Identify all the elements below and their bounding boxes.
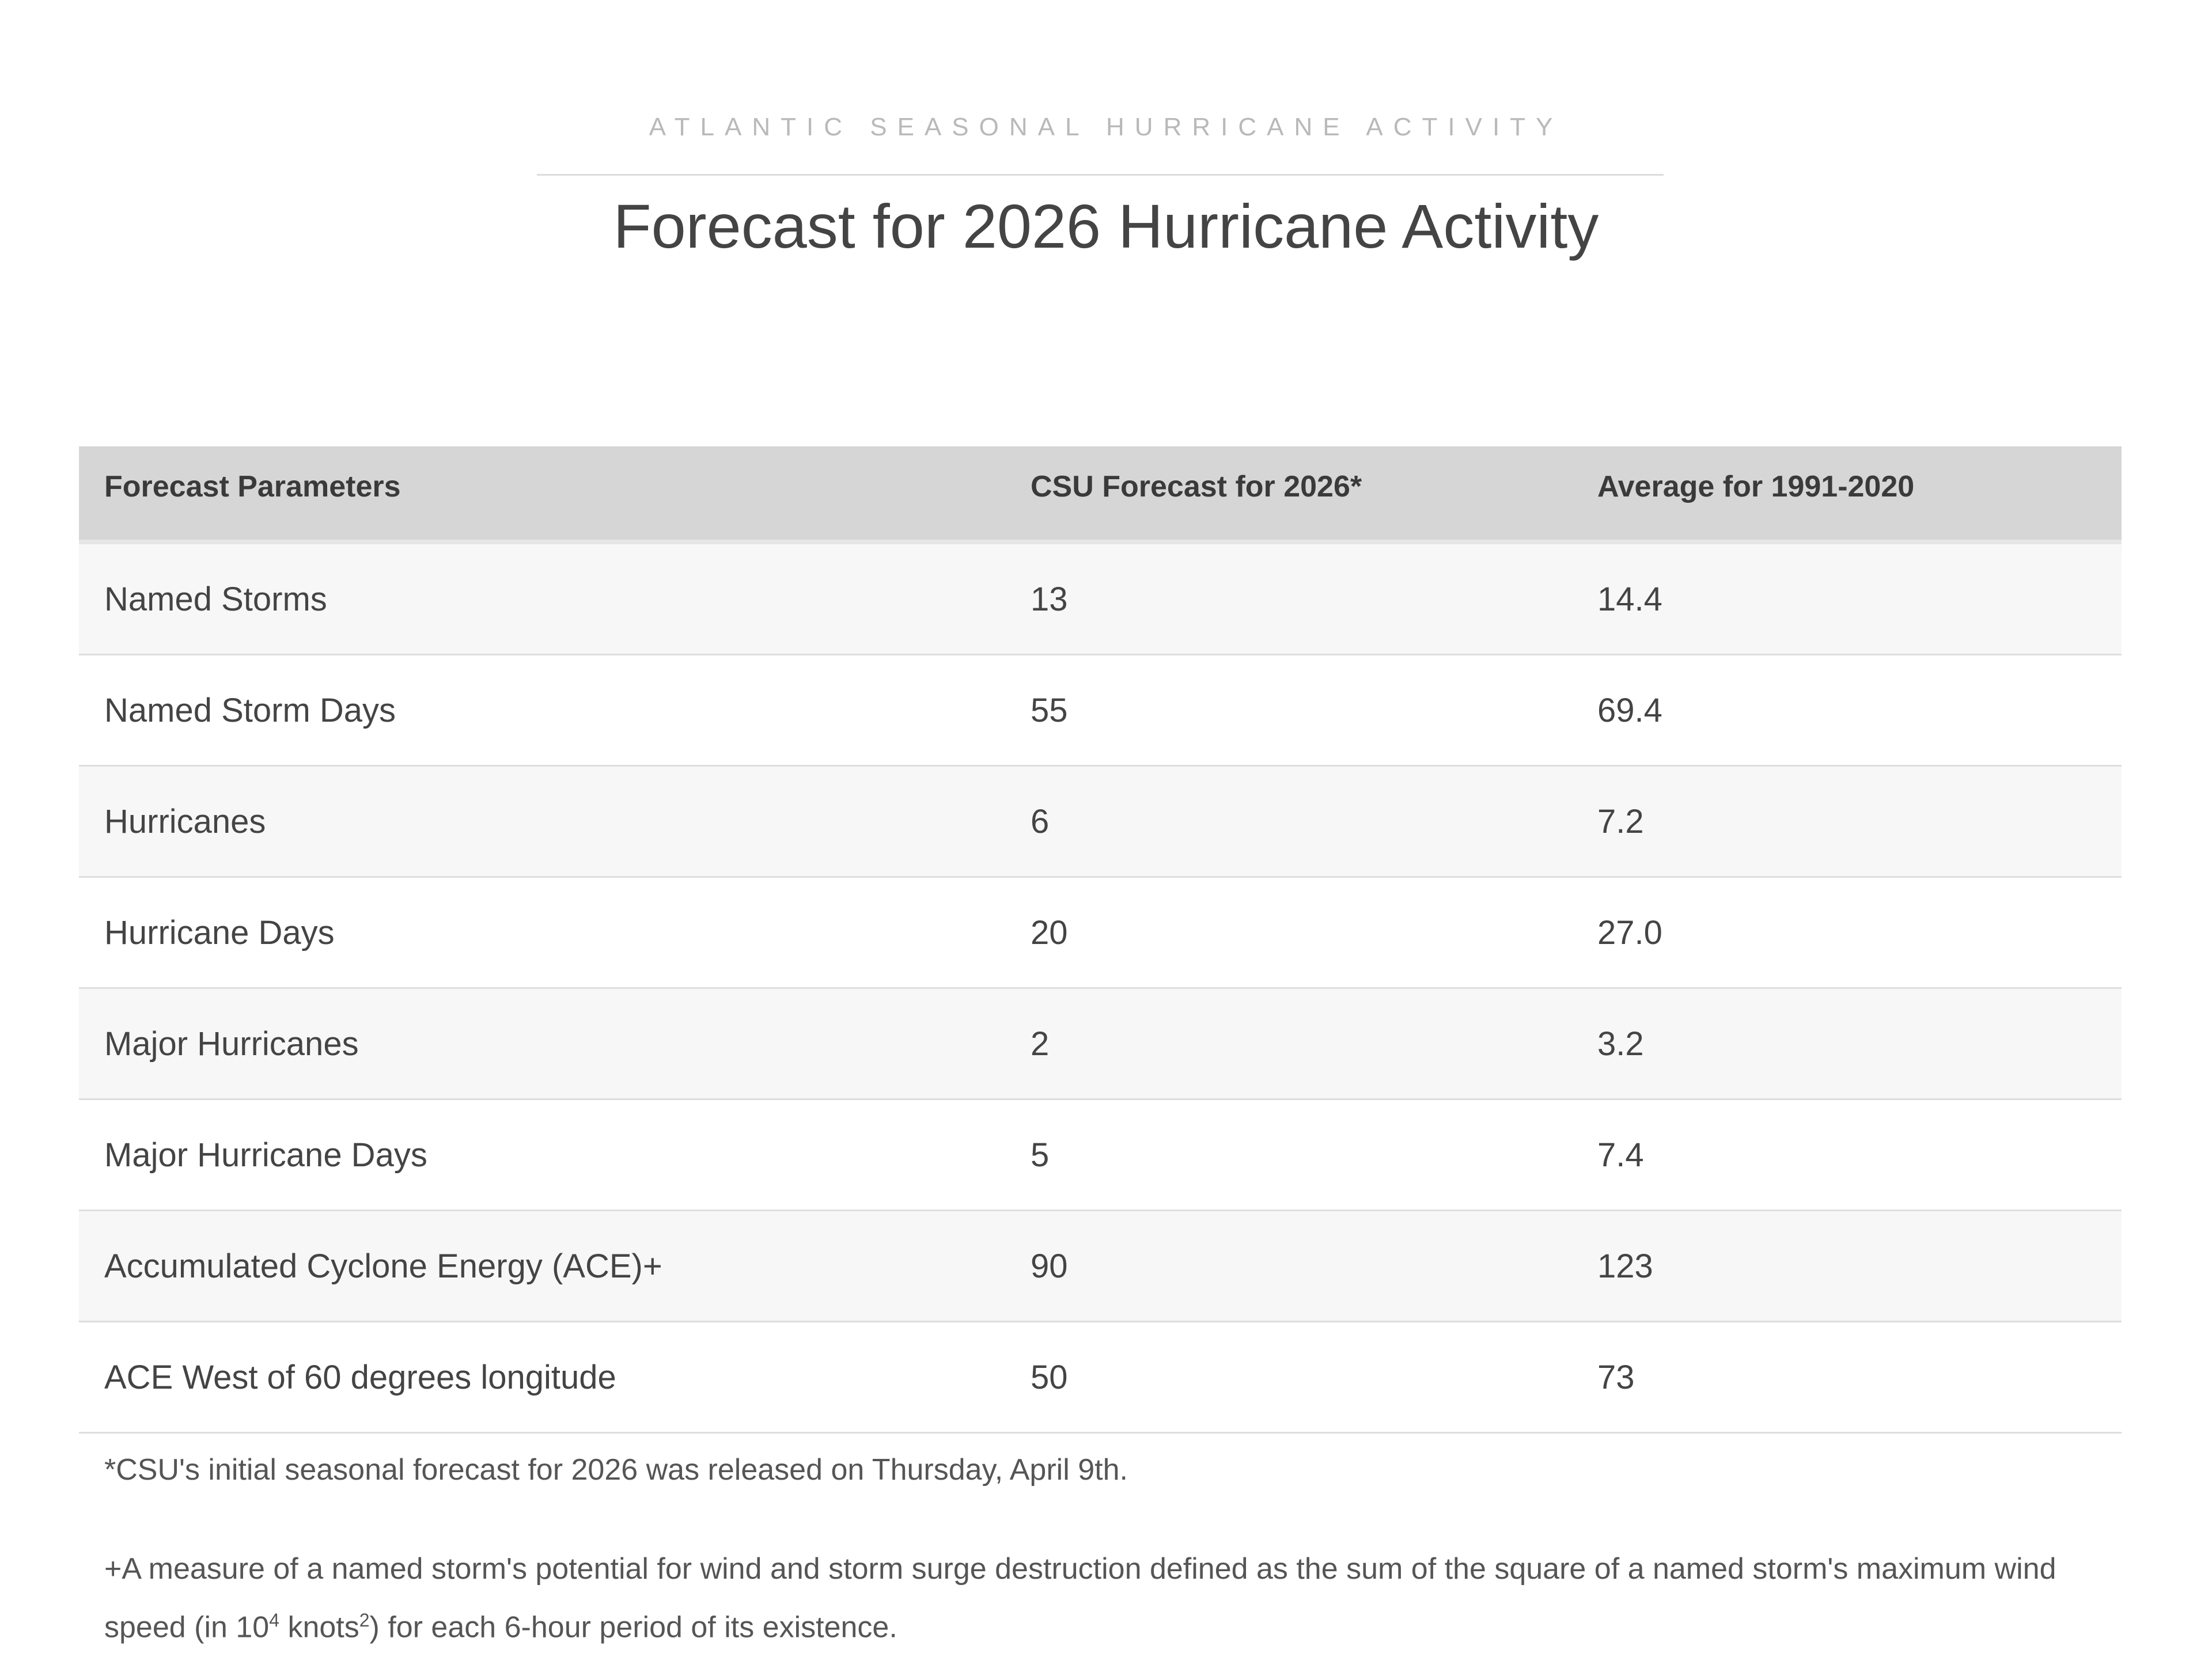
forecast-table: Forecast Parameters CSU Forecast for 2026… <box>79 446 2122 1434</box>
table-row: Named Storm Days 55 69.4 <box>79 654 2122 767</box>
page-title: Forecast for 2026 Hurricane Activity <box>613 191 1599 261</box>
footnote: +A measure of a named storm's potential … <box>104 1544 2092 1653</box>
table-cell: Named Storm Days <box>79 654 1005 767</box>
footnote: *CSU's initial seasonal forecast for 202… <box>104 1453 1128 1487</box>
superscript: 2 <box>359 1610 370 1631</box>
table-cell: Named Storms <box>79 542 1005 655</box>
table-cell: 6 <box>1005 765 1572 878</box>
table-row: Hurricane Days 20 27.0 <box>79 877 2122 989</box>
table-cell: Hurricanes <box>79 765 1005 878</box>
superscript: 4 <box>269 1610 279 1631</box>
table-cell: 7.2 <box>1572 765 2122 878</box>
footnote-text: +A measure of a named storm's potential … <box>104 1552 2056 1644</box>
column-header: Forecast Parameters <box>79 446 1005 544</box>
table-cell: 20 <box>1005 877 1572 989</box>
table-cell: Major Hurricane Days <box>79 1099 1005 1211</box>
table-cell: Hurricane Days <box>79 877 1005 989</box>
table-cell: 55 <box>1005 654 1572 767</box>
table-cell: ACE West of 60 degrees longitude <box>79 1321 1005 1434</box>
table-cell: 14.4 <box>1572 542 2122 655</box>
kicker: ATLANTIC SEASONAL HURRICANE ACTIVITY <box>649 113 1563 141</box>
table-row: ACE West of 60 degrees longitude 50 73 <box>79 1321 2122 1434</box>
table-cell: 50 <box>1005 1321 1572 1434</box>
footnote-text: ) for each 6-hour period of its existenc… <box>369 1610 897 1644</box>
table-row: Hurricanes 6 7.2 <box>79 765 2122 878</box>
table-cell: 7.4 <box>1572 1099 2122 1211</box>
table-cell: 13 <box>1005 542 1572 655</box>
table-cell: 27.0 <box>1572 877 2122 989</box>
table-cell: 69.4 <box>1572 654 2122 767</box>
header-row: Forecast Parameters CSU Forecast for 2026… <box>79 446 2122 544</box>
table-cell: 3.2 <box>1572 988 2122 1100</box>
column-header: CSU Forecast for 2026* <box>1005 446 1572 544</box>
table-row: Major Hurricanes 2 3.2 <box>79 988 2122 1100</box>
table-row: Accumulated Cyclone Energy (ACE)+ 90 123 <box>79 1210 2122 1322</box>
table-cell: Major Hurricanes <box>79 988 1005 1100</box>
column-header: Average for 1991-2020 <box>1572 446 2122 544</box>
table-cell: 5 <box>1005 1099 1572 1211</box>
table-cell: 73 <box>1572 1321 2122 1434</box>
footnote-text: knots <box>279 1610 359 1644</box>
table-cell: 90 <box>1005 1210 1572 1322</box>
table-row: Major Hurricane Days 5 7.4 <box>79 1099 2122 1211</box>
divider <box>537 174 1664 176</box>
table-cell: 123 <box>1572 1210 2122 1322</box>
table-row: Named Storms 13 14.4 <box>79 542 2122 655</box>
table-cell: 2 <box>1005 988 1572 1100</box>
table-cell: Accumulated Cyclone Energy (ACE)+ <box>79 1210 1005 1322</box>
